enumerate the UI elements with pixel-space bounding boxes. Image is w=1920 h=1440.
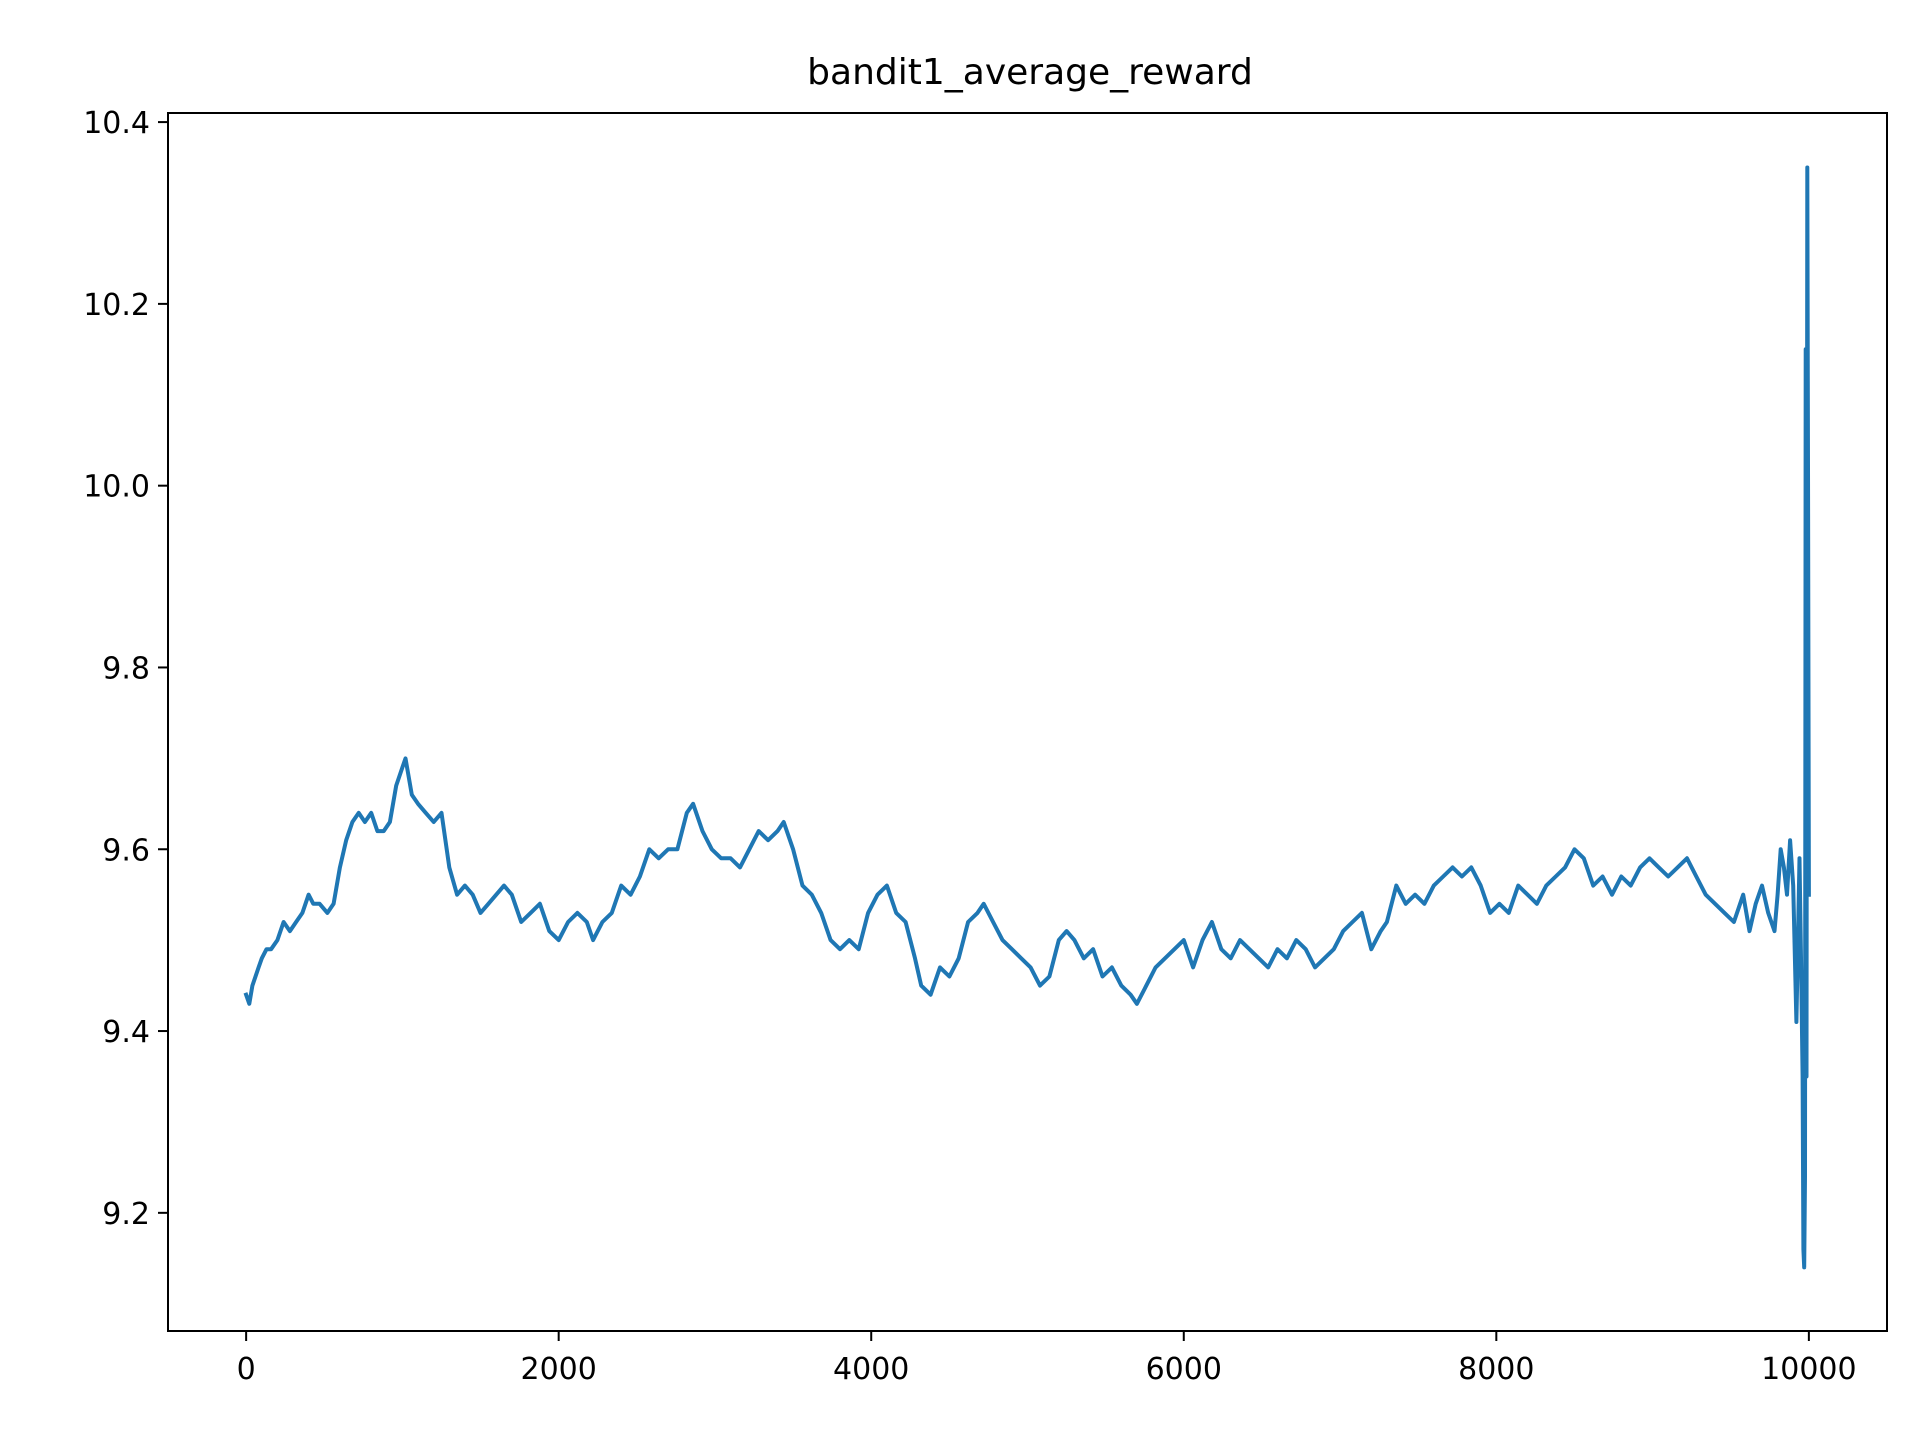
x-axis: 0 2000 4000 6000 8000 10000 xyxy=(237,1331,1857,1387)
x-tick-label: 10000 xyxy=(1761,1352,1856,1387)
x-tick-label: 8000 xyxy=(1458,1352,1534,1387)
x-tick-label: 4000 xyxy=(833,1352,909,1387)
y-tick-label: 9.4 xyxy=(102,1015,150,1050)
x-tick-label: 2000 xyxy=(521,1352,597,1387)
x-tick-label: 0 xyxy=(237,1352,256,1387)
series-line-0 xyxy=(243,165,1811,1270)
y-tick-label: 9.2 xyxy=(102,1197,150,1232)
y-tick-label: 10.4 xyxy=(83,106,150,141)
x-tick-label: 6000 xyxy=(1146,1352,1222,1387)
plot-frame xyxy=(167,112,1888,1332)
y-tick-label: 10.0 xyxy=(83,470,150,505)
y-axis: 9.2 9.4 9.6 9.8 10.0 10.2 10.4 xyxy=(83,106,168,1232)
chart-title: bandit1_average_reward xyxy=(807,52,1253,93)
series-layer xyxy=(243,165,1811,1270)
y-tick-label: 9.8 xyxy=(102,651,150,686)
y-tick-label: 10.2 xyxy=(83,288,150,323)
y-tick-label: 9.6 xyxy=(102,833,150,868)
